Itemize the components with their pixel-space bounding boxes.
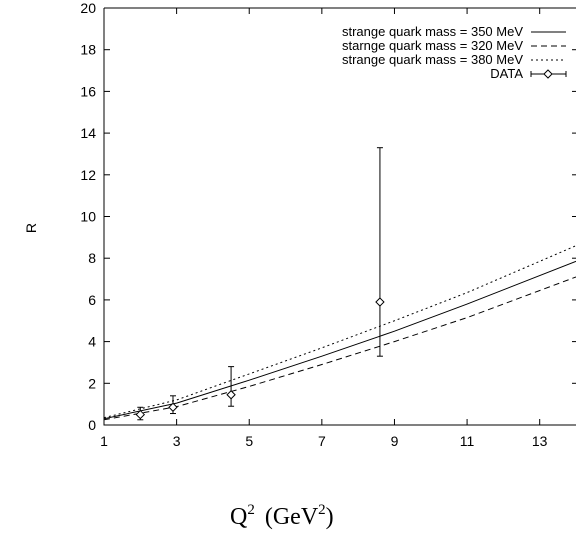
x-axis-label-unit-open: (GeV bbox=[265, 504, 319, 530]
data-point-4 bbox=[375, 147, 385, 357]
y-tick-label: 2 bbox=[88, 375, 96, 391]
data-point-2 bbox=[168, 395, 178, 415]
y-tick-label: 0 bbox=[88, 417, 96, 433]
x-axis-label-unit-close: ) bbox=[326, 504, 334, 530]
y-tick-label: 14 bbox=[80, 125, 96, 141]
y-tick-label: 8 bbox=[88, 250, 96, 266]
y-axis: 0 2 4 6 8 10 12 14 16 18 20 bbox=[80, 0, 576, 433]
x-axis-label-sup: 2 bbox=[247, 502, 255, 518]
x-axis-label-q: Q bbox=[230, 504, 247, 530]
y-tick-label: 18 bbox=[80, 42, 96, 58]
y-axis-label: R bbox=[23, 223, 39, 233]
x-tick-label: 13 bbox=[532, 433, 548, 449]
data-point-3 bbox=[226, 366, 236, 407]
diamond-marker bbox=[226, 390, 236, 400]
x-tick-label: 1 bbox=[100, 433, 108, 449]
x-tick-label: 7 bbox=[318, 433, 326, 449]
legend-label-2: starnge quark mass = 320 MeV bbox=[342, 38, 523, 53]
series-line-2 bbox=[104, 276, 576, 421]
data-points bbox=[135, 147, 385, 421]
legend-label-3: strange quark mass = 380 MeV bbox=[342, 52, 523, 67]
y-tick-label: 20 bbox=[80, 0, 96, 16]
y-tick-label: 10 bbox=[80, 209, 96, 225]
series-lines bbox=[104, 245, 576, 421]
diamond-marker bbox=[135, 409, 146, 420]
x-tick-label: 9 bbox=[391, 433, 399, 449]
x-axis-label: Q2 (GeV2) bbox=[230, 502, 334, 530]
series-line-1 bbox=[104, 260, 576, 420]
x-tick-label: 3 bbox=[173, 433, 181, 449]
diamond-marker bbox=[168, 402, 178, 412]
series-line-3 bbox=[104, 245, 576, 419]
y-tick-label: 4 bbox=[88, 334, 96, 350]
diamond-marker bbox=[375, 297, 385, 307]
legend-diamond bbox=[543, 69, 553, 79]
y-tick-label: 16 bbox=[80, 83, 96, 99]
legend-label-1: strange quark mass = 350 MeV bbox=[342, 24, 523, 39]
data-point-1 bbox=[135, 406, 146, 421]
x-axis-label-unit-sup: 2 bbox=[318, 502, 326, 518]
x-tick-label: 11 bbox=[460, 433, 475, 449]
x-axis: 1 3 5 7 9 11 13 bbox=[100, 8, 548, 449]
legend-label-4: DATA bbox=[490, 66, 523, 81]
x-tick-label: 5 bbox=[245, 433, 253, 449]
y-tick-label: 12 bbox=[80, 167, 96, 183]
y-tick-label: 6 bbox=[88, 292, 96, 308]
